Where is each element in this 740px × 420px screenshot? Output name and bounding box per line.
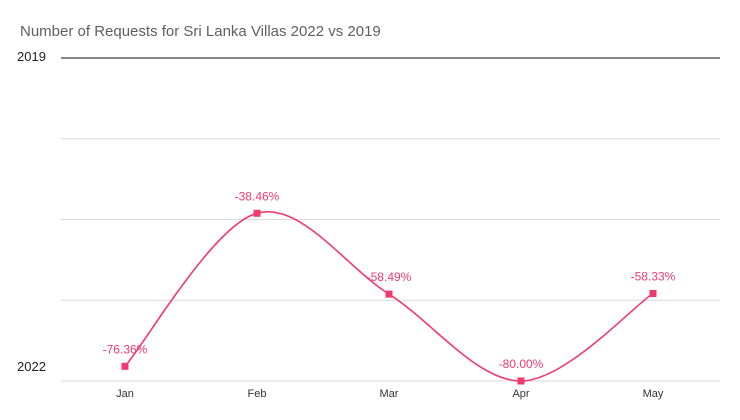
- data-point: [649, 290, 657, 298]
- y-tick-label-top: 2019: [17, 49, 46, 64]
- y-tick-label-bottom: 2022: [17, 359, 46, 374]
- x-tick-label: Feb: [248, 388, 267, 400]
- data-point: [121, 362, 129, 370]
- data-label: -58.33%: [631, 270, 676, 284]
- data-label: -76.36%: [103, 342, 148, 356]
- data-point: [385, 290, 393, 298]
- data-point: [253, 209, 261, 217]
- x-tick-label: Jan: [116, 388, 134, 400]
- data-label: -80.00%: [499, 357, 544, 371]
- data-label: -58.49%: [367, 270, 412, 284]
- x-tick-label: Mar: [380, 388, 399, 400]
- grid-lines: [61, 57, 720, 382]
- x-tick-label: May: [643, 388, 664, 400]
- series: -76.36% -38.46% -58.49% -80.00% -58.33%: [103, 189, 676, 385]
- data-point: [517, 377, 525, 385]
- data-label: -38.46%: [235, 189, 280, 203]
- x-tick-label: Apr: [512, 388, 529, 400]
- x-tick-labels: Jan Feb Mar Apr May: [116, 388, 664, 400]
- chart-title: Number of Requests for Sri Lanka Villas …: [20, 23, 381, 40]
